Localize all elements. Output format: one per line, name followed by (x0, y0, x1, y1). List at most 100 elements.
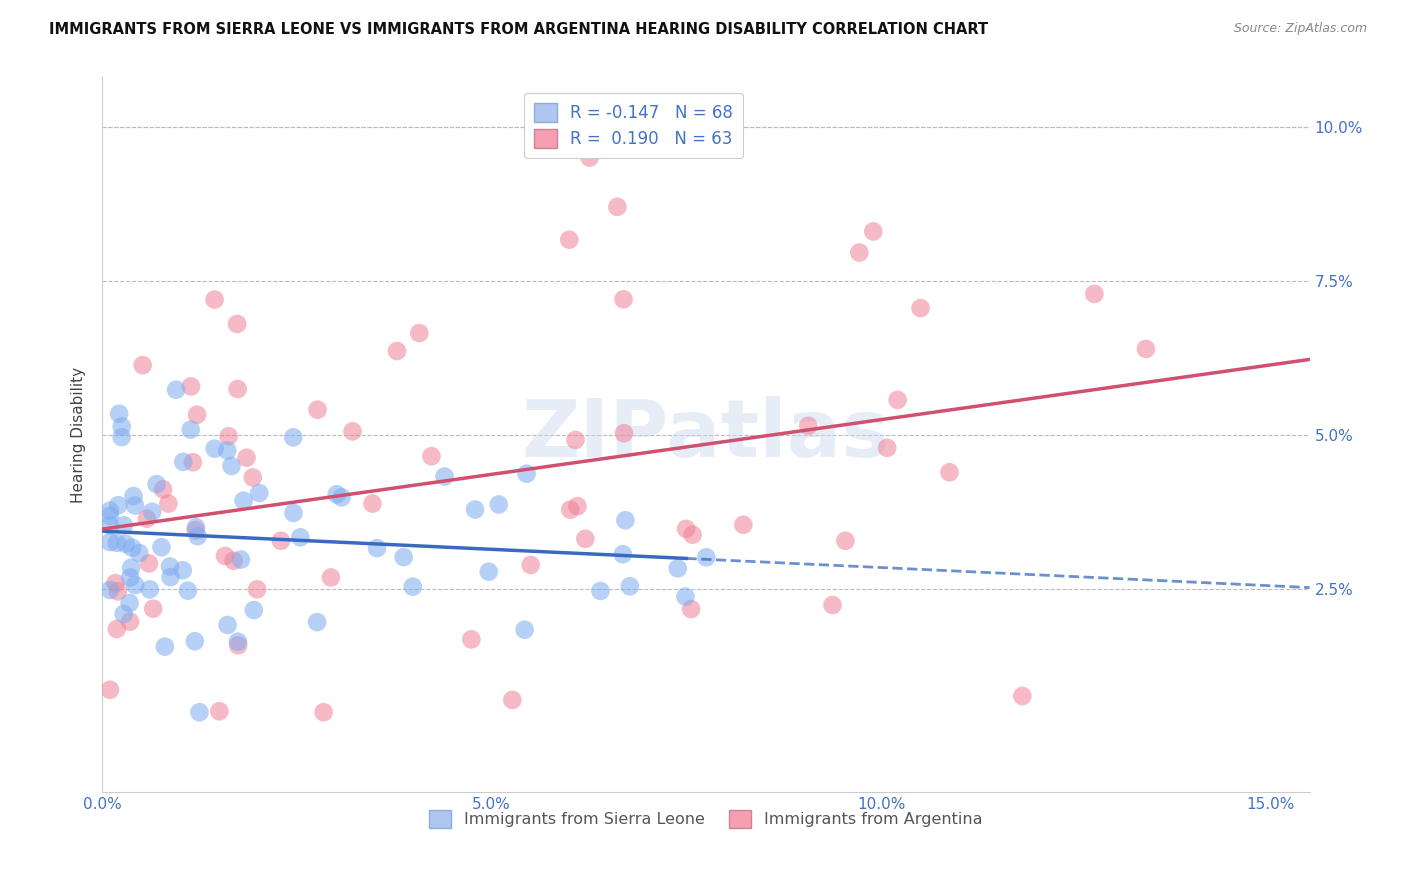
Point (574, 532, 596, 546)
Point (217, 443, 239, 458)
Point (460, 632, 482, 647)
Point (283, 430, 305, 444)
Point (111, 419, 134, 434)
Point (120, 570, 142, 584)
Point (112, 518, 135, 533)
Point (180, 379, 202, 393)
Point (184, 634, 207, 648)
Point (886, 392, 908, 407)
Point (186, 408, 208, 422)
Point (675, 522, 697, 536)
Point (1135, 342, 1157, 356)
Point (98, 503, 121, 517)
Point (152, 483, 174, 497)
Point (184, 520, 207, 534)
Point (187, 529, 209, 543)
Point (938, 465, 960, 479)
Point (488, 498, 510, 512)
Legend: Immigrants from Sierra Leone, Immigrants from Argentina: Immigrants from Sierra Leone, Immigrants… (423, 803, 990, 834)
Point (226, 638, 249, 652)
Point (135, 511, 157, 525)
Point (139, 582, 162, 597)
Point (235, 450, 257, 465)
Point (114, 537, 136, 551)
Point (342, 425, 364, 439)
Point (613, 426, 636, 441)
Point (876, 441, 898, 455)
Point (221, 458, 243, 473)
Point (104, 576, 127, 591)
Point (184, 524, 207, 538)
Point (290, 530, 312, 544)
Point (107, 498, 129, 512)
Point (121, 541, 143, 555)
Point (385, 344, 408, 359)
Point (98, 508, 121, 523)
Point (366, 541, 388, 556)
Point (392, 550, 415, 565)
Point (128, 546, 150, 560)
Point (307, 402, 329, 417)
Point (98, 582, 121, 597)
Point (612, 547, 634, 561)
Point (98, 535, 121, 549)
Point (402, 580, 425, 594)
Point (208, 704, 231, 718)
Point (464, 502, 486, 516)
Point (614, 513, 637, 527)
Point (124, 578, 146, 592)
Point (118, 596, 141, 610)
Point (141, 505, 163, 519)
Point (107, 584, 129, 599)
Point (159, 570, 181, 584)
Point (578, 151, 600, 165)
Point (673, 590, 696, 604)
Point (232, 493, 254, 508)
Point (567, 499, 589, 513)
Point (681, 602, 703, 616)
Point (218, 429, 240, 443)
Point (666, 561, 689, 575)
Point (330, 491, 353, 505)
Point (181, 455, 204, 469)
Point (118, 615, 141, 629)
Point (159, 559, 181, 574)
Text: ZIPatlas: ZIPatlas (522, 396, 890, 474)
Point (733, 517, 755, 532)
Point (138, 557, 160, 571)
Point (695, 550, 717, 565)
Point (226, 317, 249, 331)
Point (513, 623, 536, 637)
Point (560, 502, 582, 516)
Point (1011, 689, 1033, 703)
Point (105, 622, 128, 636)
Point (214, 549, 236, 563)
Point (612, 293, 634, 307)
Text: IMMIGRANTS FROM SIERRA LEONE VS IMMIGRANTS FROM ARGENTINA HEARING DISABILITY COR: IMMIGRANTS FROM SIERRA LEONE VS IMMIGRAN… (49, 22, 988, 37)
Point (188, 705, 211, 719)
Point (222, 554, 245, 568)
Point (433, 469, 456, 483)
Point (619, 579, 641, 593)
Point (131, 358, 153, 372)
Point (108, 407, 131, 421)
Point (797, 418, 820, 433)
Point (408, 326, 430, 340)
Point (112, 607, 135, 621)
Point (848, 245, 870, 260)
Point (589, 584, 612, 599)
Point (478, 565, 501, 579)
Point (122, 489, 145, 503)
Point (111, 430, 134, 444)
Point (420, 449, 443, 463)
Point (283, 506, 305, 520)
Point (172, 563, 194, 577)
Point (142, 601, 165, 615)
Point (226, 634, 249, 648)
Point (247, 486, 270, 500)
Point (217, 618, 239, 632)
Point (307, 615, 329, 629)
Point (821, 598, 844, 612)
Point (157, 497, 180, 511)
Point (501, 693, 523, 707)
